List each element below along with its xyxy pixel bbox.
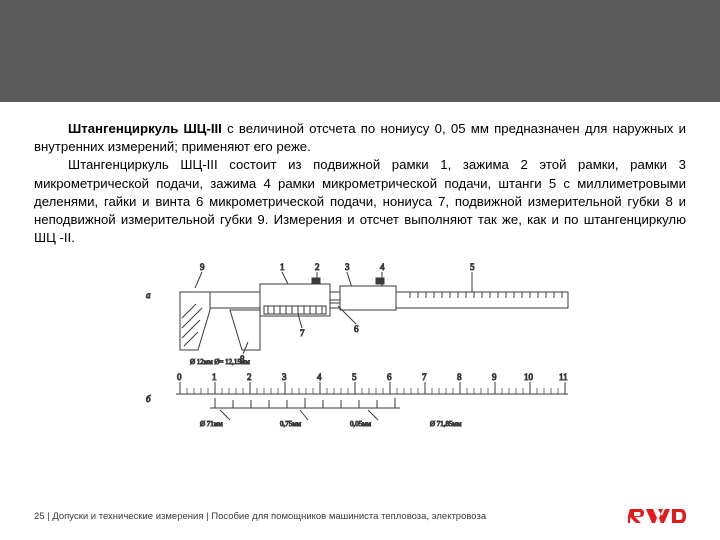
dim-b-mid2: 0,05мм [350, 420, 372, 428]
svg-text:5: 5 [352, 372, 357, 382]
callout-3: 3 [345, 262, 350, 272]
callout-2: 2 [315, 262, 320, 272]
callout-4: 4 [380, 262, 385, 272]
label-a: а [146, 290, 151, 300]
dim-b-right: Ø 71,85мм [430, 420, 462, 428]
svg-text:10: 10 [524, 372, 534, 382]
callout-9: 9 [200, 262, 205, 272]
lead-bold: Штангенциркуль ШЦ-III [68, 121, 222, 136]
callout-5: 5 [470, 262, 475, 272]
header-band [0, 0, 720, 102]
crumb-2: Пособие для помощников машиниста теплово… [211, 511, 486, 522]
label-b: б [146, 394, 151, 404]
callout-7: 7 [300, 328, 305, 338]
rzd-logo [628, 506, 686, 526]
svg-text:9: 9 [492, 372, 497, 382]
body-text: Штангенциркуль ШЦ-III с величиной отсчет… [34, 120, 686, 248]
svg-text:11: 11 [559, 372, 568, 382]
crumb-1: Допуски и технические измерения [52, 511, 203, 522]
paragraph-1: Штангенциркуль ШЦ-III с величиной отсчет… [34, 120, 686, 156]
figure-caliper: а 9 1 2 3 4 5 [140, 258, 580, 438]
svg-text:3: 3 [282, 372, 287, 382]
page-number: 25 [34, 511, 45, 522]
footer: 25 | Допуски и технические измерения | П… [0, 506, 720, 526]
callout-1: 1 [280, 262, 285, 272]
dim-a-left: Ø 12мм Ø= 12,15мм [190, 358, 250, 366]
svg-text:2: 2 [247, 372, 252, 382]
svg-text:6: 6 [387, 372, 392, 382]
content-area: Штангенциркуль ШЦ-III с величиной отсчет… [0, 102, 720, 438]
dim-b-left: Ø 71мм [200, 420, 223, 428]
callout-6: 6 [354, 324, 359, 334]
footer-text: 25 | Допуски и технические измерения | П… [34, 511, 486, 522]
dim-b-mid: 0,75мм [280, 420, 302, 428]
svg-text:0: 0 [177, 372, 182, 382]
paragraph-2: Штангенциркуль ШЦ-III состоит из подвижн… [34, 156, 686, 247]
svg-text:4: 4 [317, 372, 322, 382]
svg-text:8: 8 [457, 372, 462, 382]
svg-text:7: 7 [422, 372, 427, 382]
svg-text:1: 1 [212, 372, 217, 382]
